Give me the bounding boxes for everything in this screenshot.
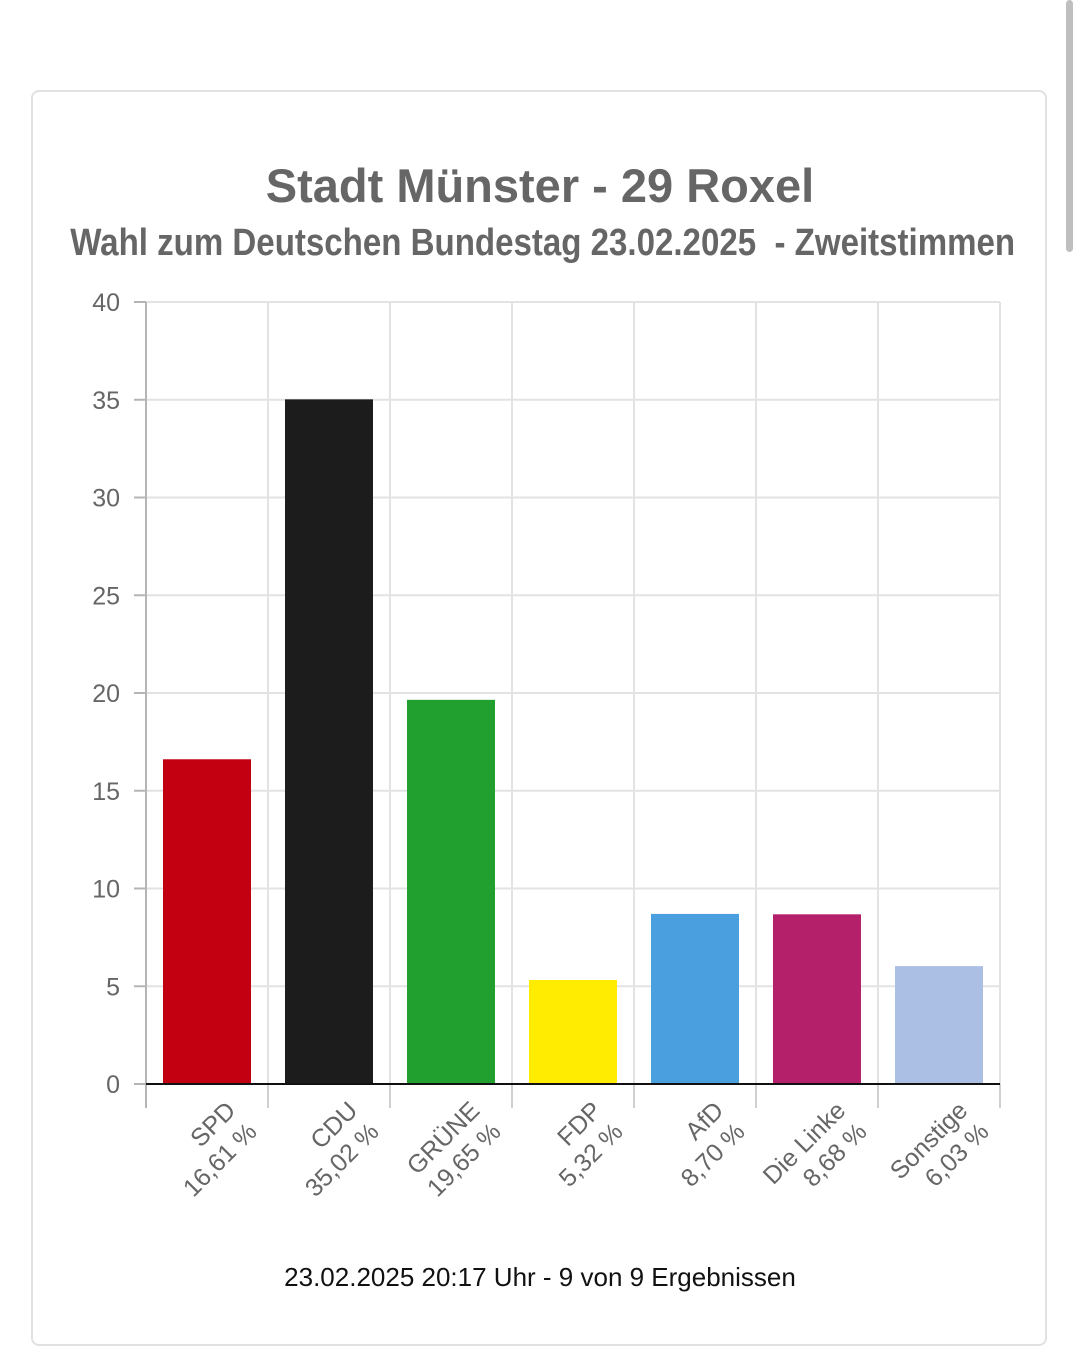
gridlines bbox=[146, 301, 1001, 1084]
bar-afd[interactable] bbox=[651, 913, 739, 1084]
y-tick-label: 30 bbox=[92, 485, 120, 513]
result-status-footer: 23.02.2025 20:17 Uhr - 9 von 9 Ergebniss… bbox=[284, 1262, 796, 1292]
y-tick-label: 25 bbox=[92, 582, 120, 610]
y-tick-label: 15 bbox=[92, 778, 120, 806]
page-scrollbar[interactable] bbox=[1066, 0, 1073, 252]
chart-subtitle: Wahl zum Deutschen Bundestag 23.02.2025 … bbox=[70, 222, 1016, 264]
bars bbox=[163, 399, 983, 1084]
x-tick-label: GRÜNE19,65 % bbox=[401, 1096, 507, 1202]
y-tick-label: 40 bbox=[92, 289, 120, 317]
y-tick-label: 5 bbox=[106, 973, 120, 1001]
bar-cdu[interactable] bbox=[285, 399, 373, 1084]
x-tick-label: CDU35,02 % bbox=[279, 1096, 385, 1202]
y-tick-label: 20 bbox=[92, 680, 120, 708]
x-axis-labels: SPD16,61 % CDU35,02 % GRÜNE19,65 % FDP5,32 … bbox=[157, 1096, 995, 1211]
x-tick-label: FDP5,32 % bbox=[532, 1096, 628, 1192]
chart-title: Stadt Münster - 29 Roxel bbox=[265, 159, 815, 212]
y-tick-label: 0 bbox=[106, 1071, 120, 1099]
bar-fdp[interactable] bbox=[529, 979, 617, 1084]
x-tick-label: Sonstige6,03 % bbox=[885, 1096, 995, 1206]
x-tick-label: AfD8,70 % bbox=[654, 1096, 750, 1192]
bar-die-linke[interactable] bbox=[773, 914, 861, 1084]
bar-sonstige[interactable] bbox=[895, 966, 983, 1084]
bar-spd[interactable] bbox=[163, 759, 251, 1084]
y-tick-label: 10 bbox=[92, 876, 120, 904]
bar-grüne[interactable] bbox=[407, 699, 495, 1084]
y-tick-label: 35 bbox=[92, 387, 120, 415]
x-tick-label: Die Linke8,68 % bbox=[758, 1096, 873, 1211]
x-tick-label: SPD16,61 % bbox=[157, 1096, 263, 1202]
